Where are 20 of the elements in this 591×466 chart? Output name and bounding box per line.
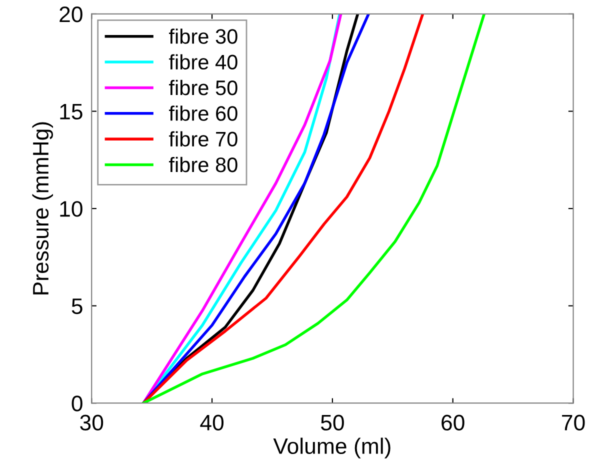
- y-tick-label: 0: [72, 396, 82, 412]
- x-tick-label: 30: [80, 414, 104, 431]
- legend-label: fibre 70: [168, 131, 238, 147]
- legend-label: fibre 30: [168, 28, 238, 44]
- line-series: [142, 14, 486, 404]
- y-tick-label: 15: [60, 104, 82, 120]
- x-axis-title: Volume (ml): [273, 438, 390, 458]
- x-tick-label: 70: [562, 414, 585, 431]
- x-tick-label: 60: [442, 414, 464, 431]
- x-tick-label: 50: [320, 414, 344, 431]
- x-tick-label: 40: [200, 414, 224, 431]
- y-axis-title: Pressure (mmHg): [32, 122, 53, 294]
- line-series: [142, 14, 424, 404]
- y-tick-label: 5: [72, 298, 82, 314]
- legend-label: fibre 50: [168, 80, 238, 96]
- y-tick-label: 10: [60, 201, 82, 217]
- legend-label: fibre 40: [168, 54, 238, 70]
- legend-label: fibre 80: [168, 156, 238, 172]
- y-tick-label: 20: [60, 6, 82, 22]
- legend-label: fibre 60: [168, 106, 238, 121]
